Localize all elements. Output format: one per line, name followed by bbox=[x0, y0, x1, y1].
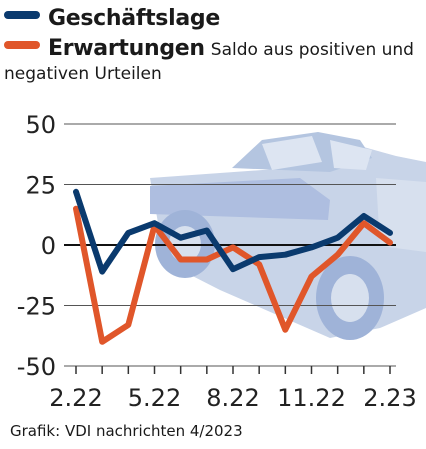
y-tick-label: 0 bbox=[41, 232, 56, 260]
legend-note-line2: negativen Urteilen bbox=[4, 64, 162, 84]
y-tick-label: 25 bbox=[25, 172, 56, 200]
gridlines bbox=[64, 123, 396, 367]
x-tick-label: 11.22 bbox=[277, 384, 346, 412]
legend-swatch-geschaeftslage bbox=[4, 11, 40, 19]
x-axis: 2.22 5.22 8.22 11.22 2.23 bbox=[49, 366, 417, 412]
x-tick-label: 5.22 bbox=[128, 384, 181, 412]
legend-note: Saldo aus positiven und bbox=[210, 40, 414, 60]
legend-label-geschaeftslage: Geschäftslage bbox=[48, 6, 220, 31]
y-tick-label: -25 bbox=[17, 293, 56, 321]
legend-label-erwartungen: Erwartungen bbox=[48, 36, 205, 61]
y-axis: 50 25 0 -25 -50 bbox=[17, 111, 56, 381]
series-line bbox=[73, 188, 393, 275]
legend-item-erwartungen: Erwartungen Saldo aus positiven und bbox=[4, 36, 414, 61]
series-lines bbox=[73, 188, 393, 345]
x-tick-label: 2.23 bbox=[363, 384, 416, 412]
car-illustration bbox=[150, 132, 426, 340]
y-tick-label: -50 bbox=[17, 353, 56, 381]
y-tick-label: 50 bbox=[25, 111, 56, 139]
x-tick-label: 8.22 bbox=[206, 384, 259, 412]
legend-item-geschaeftslage: Geschäftslage bbox=[4, 6, 220, 31]
legend-swatch-erwartungen bbox=[4, 41, 40, 49]
series-line bbox=[73, 205, 393, 345]
source-credit: Grafik: VDI nachrichten 4/2023 bbox=[10, 422, 243, 440]
x-tick-label: 2.22 bbox=[49, 384, 102, 412]
